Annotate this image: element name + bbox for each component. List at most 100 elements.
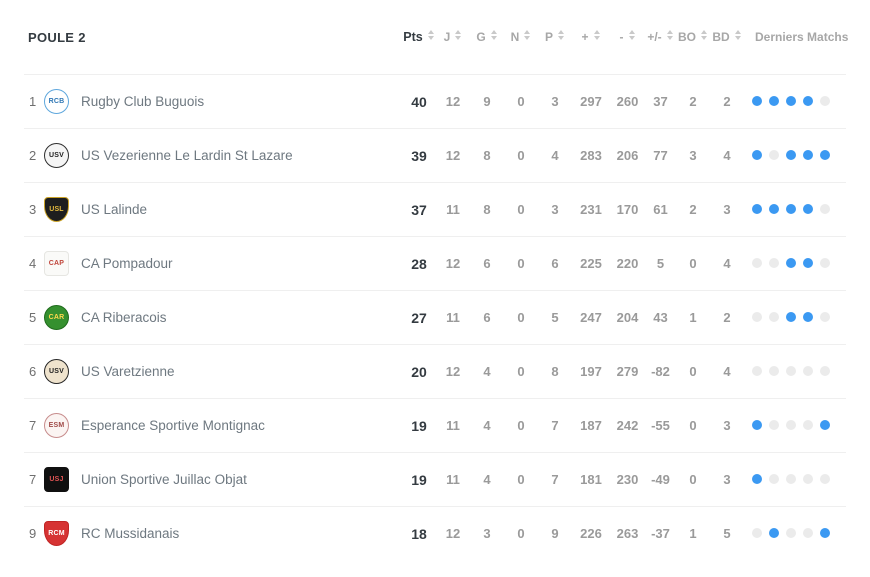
table-row[interactable]: 7 ESM Esperance Sportive Montignac 19 11…: [24, 398, 846, 453]
team-logo-initials: USV: [49, 152, 64, 159]
last-matches-dots: [744, 236, 846, 291]
bo-value: 0: [676, 398, 710, 453]
sort-icon: [455, 30, 462, 40]
empty-match-dot: [786, 366, 796, 376]
bo-value: 3: [676, 128, 710, 183]
bo-value: 2: [676, 182, 710, 237]
sort-diff-header[interactable]: +/-: [645, 0, 676, 75]
sort-icon: [701, 30, 708, 40]
bo-value: 2: [676, 74, 710, 129]
bo-value: 0: [676, 344, 710, 399]
losses-column-label: P: [544, 30, 553, 44]
won-match-dot: [752, 474, 762, 484]
diff-column-label: +/-: [647, 30, 662, 44]
empty-match-dot: [820, 204, 830, 214]
points-against-value: 242: [610, 398, 645, 453]
table-row[interactable]: 4 CAP CA Pompadour 28 12 6 0 6 225 220 5…: [24, 236, 846, 291]
sort-bd-header[interactable]: BD: [710, 0, 744, 75]
points-value: 19: [402, 452, 436, 507]
empty-match-dot: [769, 420, 779, 430]
sort-pts-header[interactable]: Pts: [402, 0, 436, 75]
points-for-value: 247: [572, 290, 610, 345]
sort-points-against-header[interactable]: -: [610, 0, 645, 75]
team-logo: USV: [44, 359, 69, 384]
won-match-dot: [786, 96, 796, 106]
bo-column-label: BO: [678, 30, 696, 44]
won-match-dot: [752, 96, 762, 106]
diff-value: -82: [645, 344, 676, 399]
team-name: Union Sportive Juillac Objat: [78, 452, 402, 507]
team-logo: USV: [44, 143, 69, 168]
team-rank: 5: [24, 290, 44, 345]
team-logo: ESM: [44, 413, 69, 438]
played-column-label: J: [443, 30, 451, 44]
wins-value: 8: [470, 182, 504, 237]
points-value: 20: [402, 344, 436, 399]
points-value: 28: [402, 236, 436, 291]
draws-value: 0: [504, 182, 538, 237]
points-against-value: 170: [610, 182, 645, 237]
team-name: Rugby Club Buguois: [78, 74, 402, 129]
team-rank: 7: [24, 398, 44, 453]
team-rank: 2: [24, 128, 44, 183]
team-logo-initials: RCB: [48, 98, 65, 105]
empty-match-dot: [769, 366, 779, 376]
wins-value: 4: [470, 344, 504, 399]
played-value: 12: [436, 74, 470, 129]
won-match-dot: [803, 258, 813, 268]
empty-match-dot: [803, 366, 813, 376]
table-row[interactable]: 3 USL US Lalinde 37 11 8 0 3 231 170 61 …: [24, 182, 846, 237]
team-rank: 7: [24, 452, 44, 507]
points-for-value: 226: [580, 526, 602, 541]
won-match-dot: [803, 96, 813, 106]
empty-match-dot: [752, 258, 762, 268]
points-value: 39: [402, 128, 436, 183]
team-rank: 1: [24, 74, 44, 129]
empty-match-dot: [820, 312, 830, 322]
diff-value: 5: [645, 236, 676, 291]
sort-icon: [490, 30, 498, 40]
last-matches-column-label: Derniers Matchs: [744, 0, 848, 75]
table-row[interactable]: 1 RCB Rugby Club Buguois 40 12 9 0 3 297…: [24, 74, 846, 129]
draws-value: 0: [504, 74, 538, 129]
won-match-dot: [752, 420, 762, 430]
sort-draws-header[interactable]: N: [504, 0, 538, 75]
draws-value: 0: [504, 128, 538, 183]
draws-value: 0: [504, 398, 538, 453]
sort-wins-header[interactable]: G: [470, 0, 504, 75]
losses-value: 9: [551, 526, 559, 541]
played-value: 12: [436, 344, 470, 399]
points-against-column-label: -: [619, 30, 624, 44]
played-value: 12: [436, 128, 470, 183]
points-against-value: 206: [610, 128, 645, 183]
team-name: US Vezerienne Le Lardin St Lazare: [78, 128, 402, 183]
won-match-dot: [786, 204, 796, 214]
bd-value: 2: [710, 290, 744, 345]
sort-losses-header[interactable]: P: [538, 0, 572, 75]
wins-column-label: G: [476, 30, 486, 44]
sort-points-for-header[interactable]: +: [572, 0, 610, 75]
team-rank: 3: [24, 182, 44, 237]
losses-value: 3: [538, 74, 572, 129]
empty-match-dot: [786, 528, 796, 538]
losses-value: 8: [538, 344, 572, 399]
won-match-dot: [786, 150, 796, 160]
bd-value: 4: [710, 236, 744, 291]
team-rank: 9: [29, 526, 37, 541]
last-matches-dots: [744, 398, 846, 453]
table-row[interactable]: 7 USJ Union Sportive Juillac Objat 19 11…: [24, 452, 846, 507]
table-row[interactable]: 6 USV US Varetzienne 20 12 4 0 8 197 279…: [24, 344, 846, 399]
team-name: CA Riberacois: [78, 290, 402, 345]
table-row[interactable]: 9 RCM RC Mussidanais 18 12 3 0 9 226 263…: [24, 507, 846, 561]
won-match-dot: [786, 312, 796, 322]
diff-value: -37: [651, 526, 670, 541]
points-against-value: 230: [610, 452, 645, 507]
sort-played-header[interactable]: J: [436, 0, 470, 75]
losses-value: 6: [538, 236, 572, 291]
sort-bo-header[interactable]: BO: [676, 0, 710, 75]
table-row[interactable]: 2 USV US Vezerienne Le Lardin St Lazare …: [24, 128, 846, 183]
played-value: 11: [436, 290, 470, 345]
draws-value: 0: [504, 452, 538, 507]
table-row[interactable]: 5 CAR CA Riberacois 27 11 6 0 5 247 204 …: [24, 290, 846, 345]
team-name: CA Pompadour: [78, 236, 402, 291]
